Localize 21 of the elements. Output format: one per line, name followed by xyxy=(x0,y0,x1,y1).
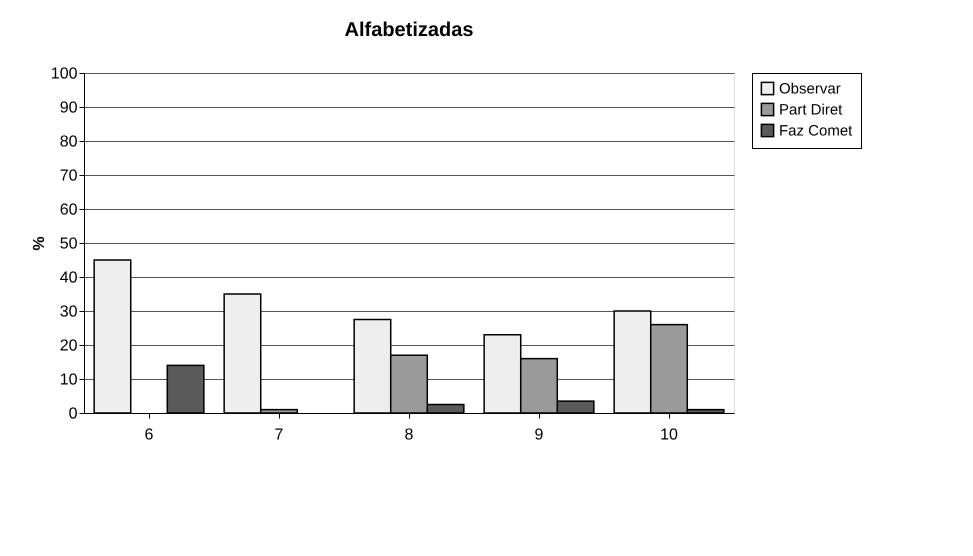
y-tick-label: 90 xyxy=(60,100,78,116)
y-tick-label: 70 xyxy=(60,168,78,184)
y-tick-label: 80 xyxy=(60,134,78,150)
legend-label: Faz Comet xyxy=(779,122,854,140)
legend-label: Part Diret xyxy=(779,102,844,118)
y-axis-title: % xyxy=(30,236,48,251)
y-tick-label: 40 xyxy=(60,270,78,286)
y-tick-label: 10 xyxy=(60,372,78,388)
legend-label: Observar xyxy=(779,80,841,98)
x-tick-label: 8 xyxy=(404,426,414,444)
y-tick-label: 50 xyxy=(60,236,78,252)
y-tick-label: 60 xyxy=(60,202,78,218)
y-tick-label: 30 xyxy=(60,304,78,320)
y-tick-label: 0 xyxy=(68,406,78,422)
y-tick-label: 20 xyxy=(60,338,78,354)
y-tick-label: 100 xyxy=(50,66,78,82)
x-tick-label: 6 xyxy=(144,426,154,444)
x-tick-label: 9 xyxy=(534,426,544,444)
chart-title: Alfabetizadas xyxy=(344,19,474,41)
x-tick-label: 10 xyxy=(660,426,678,444)
x-tick-label: 7 xyxy=(274,426,284,444)
